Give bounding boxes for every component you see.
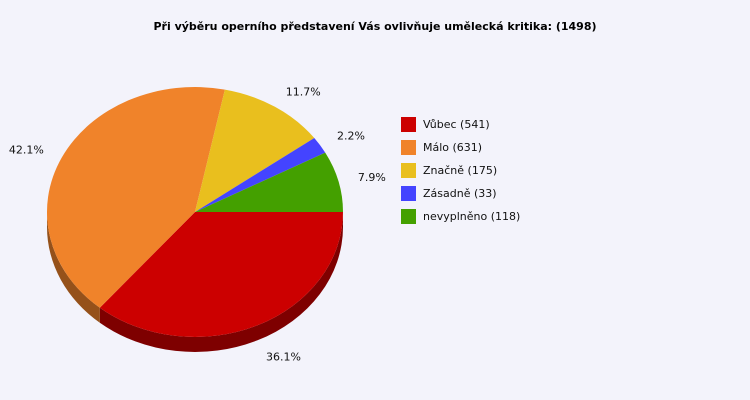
legend-swatch xyxy=(401,140,416,155)
pie-slice-zasadne xyxy=(195,138,326,212)
pie-label-vubec: 36.1% xyxy=(266,351,301,364)
legend-label: nevyplněno (118) xyxy=(423,210,521,223)
legend-label: Značně (175) xyxy=(423,164,498,177)
legend-label: Málo (631) xyxy=(423,141,483,154)
legend: Vůbec (541) Málo (631) Značně (175) Zása… xyxy=(401,113,520,228)
chart-title: Při výběru operního představení Vás ovli… xyxy=(153,20,597,33)
legend-item-nevyplneno: nevyplněno (118) xyxy=(401,205,520,228)
legend-swatch xyxy=(401,209,416,224)
legend-item-vubec: Vůbec (541) xyxy=(401,113,520,136)
pie-label-malo: 42.1% xyxy=(9,144,44,157)
legend-item-znacne: Značně (175) xyxy=(401,159,520,182)
pie-label-znacne: 11.7% xyxy=(286,86,321,99)
pie-side-malo xyxy=(47,212,100,323)
legend-swatch xyxy=(401,163,416,178)
pie-label-nevyplneno: 7.9% xyxy=(358,171,386,184)
pie-label-zasadne: 2.2% xyxy=(337,130,365,143)
legend-swatch xyxy=(401,186,416,201)
legend-label: Vůbec (541) xyxy=(423,118,490,131)
pie-side-vubec xyxy=(99,212,343,352)
legend-item-malo: Málo (631) xyxy=(401,136,520,159)
pie-slice-vubec xyxy=(99,212,343,337)
legend-label: Zásadně (33) xyxy=(423,187,497,200)
pie-slice-znacne xyxy=(195,89,315,212)
pie-slice-nevyplneno xyxy=(195,152,343,212)
pie-slice-malo xyxy=(46,87,225,308)
legend-swatch xyxy=(401,117,416,132)
legend-item-zasadne: Zásadně (33) xyxy=(401,182,520,205)
